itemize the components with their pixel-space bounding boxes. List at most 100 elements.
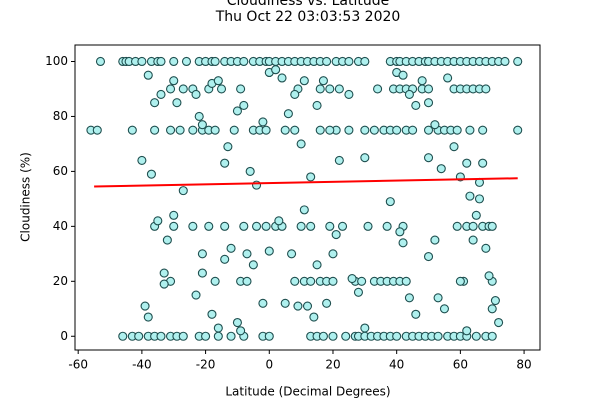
point <box>296 139 306 149</box>
point <box>258 117 268 127</box>
point <box>423 98 434 108</box>
point <box>328 331 338 341</box>
point <box>191 89 201 100</box>
point <box>481 84 491 94</box>
point <box>143 70 153 80</box>
point <box>322 56 332 67</box>
point <box>264 246 274 256</box>
point <box>264 331 274 341</box>
point <box>325 125 335 135</box>
point <box>433 293 443 303</box>
point <box>150 98 160 108</box>
point <box>312 260 322 270</box>
point <box>347 274 357 284</box>
point <box>156 56 166 67</box>
point <box>271 65 281 75</box>
point <box>337 221 348 231</box>
point <box>401 276 411 286</box>
y-tick-label: 80 <box>53 109 68 123</box>
point <box>178 186 188 196</box>
point <box>210 125 220 135</box>
point <box>293 301 303 311</box>
point <box>156 89 166 100</box>
point <box>452 125 462 135</box>
point <box>478 158 488 168</box>
point <box>318 331 328 341</box>
point <box>500 56 510 67</box>
point <box>423 125 434 135</box>
point <box>474 194 485 204</box>
point <box>382 221 392 231</box>
point <box>344 89 354 100</box>
point <box>232 317 242 328</box>
point <box>140 301 150 311</box>
point <box>277 73 287 83</box>
point <box>223 142 233 152</box>
point <box>290 276 300 286</box>
point <box>490 295 500 306</box>
x-tick-label: 20 <box>325 358 340 372</box>
point <box>201 331 211 341</box>
point <box>395 227 405 237</box>
point <box>172 98 182 108</box>
point <box>290 125 300 135</box>
point <box>236 326 246 336</box>
point <box>258 298 268 308</box>
point <box>373 84 383 94</box>
point <box>404 293 414 303</box>
point <box>169 210 179 220</box>
point <box>487 331 497 341</box>
point <box>398 238 408 248</box>
y-tick-label: 40 <box>53 219 68 233</box>
point <box>296 221 306 231</box>
point <box>226 331 236 341</box>
point <box>229 125 239 135</box>
point <box>197 268 207 278</box>
point <box>398 70 408 80</box>
point <box>156 331 166 341</box>
point <box>287 249 297 259</box>
point <box>363 221 373 231</box>
point <box>213 331 223 341</box>
point <box>194 111 204 121</box>
point <box>261 221 271 231</box>
point <box>385 197 395 207</box>
point <box>455 276 465 286</box>
point <box>513 56 523 67</box>
x-tick-label: -60 <box>68 358 88 372</box>
point <box>178 84 188 94</box>
point <box>471 331 481 341</box>
regression-line <box>94 177 518 188</box>
point <box>360 323 370 333</box>
chart-subtitle: Thu Oct 22 03:03:53 2020 <box>215 9 401 25</box>
point <box>465 191 475 201</box>
point <box>430 120 440 130</box>
x-axis-label: Latitude (Decimal Degrees) <box>225 385 390 399</box>
point <box>344 56 354 67</box>
point <box>392 331 402 341</box>
point <box>325 221 335 231</box>
point <box>118 331 128 341</box>
x-tick-label: 40 <box>389 358 404 372</box>
point <box>484 271 494 281</box>
y-axis-label: Cloudiness (%) <box>19 152 33 242</box>
point <box>150 125 160 135</box>
plot-frame <box>74 44 541 351</box>
point <box>239 56 249 67</box>
point <box>318 76 328 86</box>
point <box>220 158 230 168</box>
point <box>137 155 147 165</box>
point <box>306 172 316 182</box>
point <box>513 125 523 135</box>
point <box>261 125 271 135</box>
point <box>153 216 163 226</box>
point <box>299 205 309 215</box>
chart-title: Cloudiness vs. Latitude <box>227 0 390 9</box>
points <box>86 56 523 341</box>
x-tick-label: -40 <box>132 358 152 372</box>
point <box>191 290 201 300</box>
y-tick-label: 100 <box>45 54 68 68</box>
point <box>443 73 453 83</box>
point <box>188 221 198 231</box>
point <box>360 56 370 67</box>
